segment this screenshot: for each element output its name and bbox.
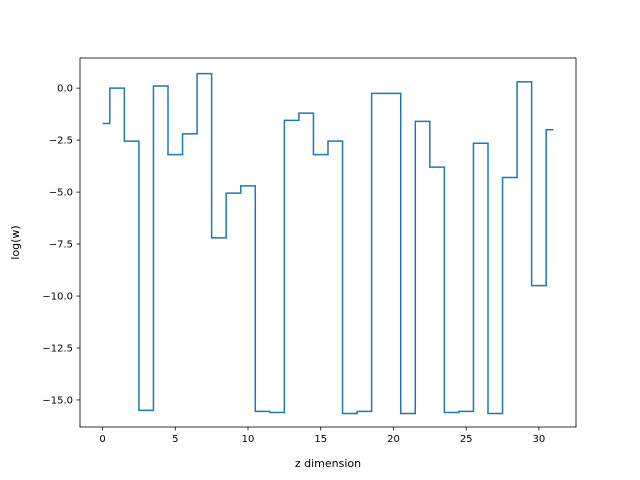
y-tick-label: −5.0 xyxy=(49,188,73,199)
x-tick-label: 20 xyxy=(387,434,400,445)
plot-area xyxy=(80,58,576,427)
y-tick-label: −15.0 xyxy=(42,395,73,406)
y-tick-label: −7.5 xyxy=(49,240,73,251)
y-axis-label: log(w) xyxy=(9,225,22,259)
y-tick-label: −12.5 xyxy=(42,344,73,355)
x-tick-label: 5 xyxy=(172,434,178,445)
x-tick-label: 0 xyxy=(99,434,105,445)
y-tick-label: 0.0 xyxy=(57,84,73,95)
x-tick-label: 30 xyxy=(533,434,546,445)
axes-frame xyxy=(79,57,577,428)
series-layer xyxy=(102,72,554,415)
y-tick-label: −10.0 xyxy=(42,292,73,303)
series-line-0 xyxy=(102,72,554,415)
y-tick-label: −2.5 xyxy=(49,136,73,147)
axes-layer: 0 5 10 15 20 25 30 0.0 −2.5 −5.0 −7.5 −10.0 −12.5 −15… xyxy=(42,57,577,445)
x-tick-label: 25 xyxy=(460,434,473,445)
x-tick-label: 15 xyxy=(314,434,327,445)
x-tick-label: 10 xyxy=(242,434,255,445)
x-axis-label: z dimension xyxy=(295,457,361,470)
